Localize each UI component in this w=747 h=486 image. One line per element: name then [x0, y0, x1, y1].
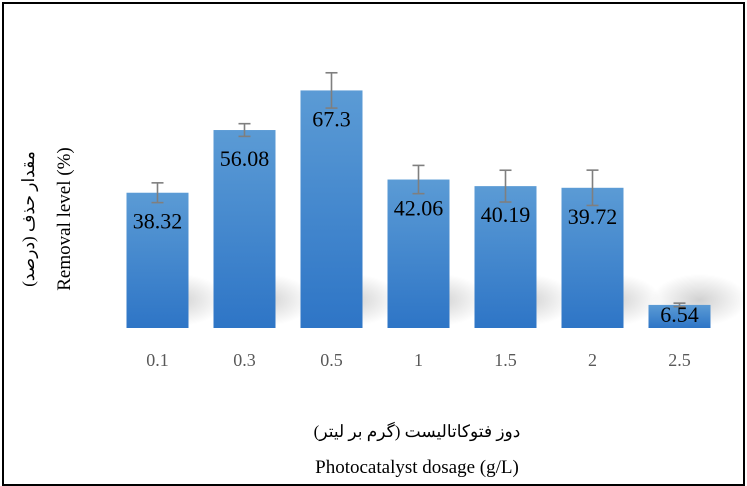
bar-0.5	[300, 90, 363, 328]
error-bar-1.5	[499, 169, 512, 203]
bar-1	[387, 179, 450, 328]
data-label-0.1: 38.32	[133, 209, 183, 234]
bar-1.5	[474, 186, 537, 328]
x-tick-label-0.1: 0.1	[146, 350, 169, 370]
y-axis-title-persian: مقدار حذف (درصد)	[19, 151, 39, 287]
data-label-0.3: 56.08	[220, 146, 270, 171]
data-label-1.5: 40.19	[481, 202, 531, 227]
x-tick-label-2: 2	[588, 350, 597, 370]
x-axis-title: Photocatalyst dosage (g/L)	[315, 457, 519, 478]
data-label-1: 42.06	[394, 196, 444, 221]
y-axis-title: Removal level (%)	[54, 147, 75, 291]
data-label-2.5: 6.54	[660, 302, 699, 327]
bar-chart: 38.32 56.08 67.3 42.06 40.19 39.72 6.54 0.1 0.3…	[19, 71, 743, 478]
x-tick-label-2.5: 2.5	[668, 350, 691, 370]
bar-2	[561, 187, 624, 328]
x-tick-label-0.3: 0.3	[233, 350, 256, 370]
data-label-0.5: 67.3	[312, 106, 351, 131]
error-bar-1	[412, 164, 425, 195]
bar-0.1	[126, 192, 189, 328]
error-bar-0.3	[238, 122, 251, 138]
data-label-2: 39.72	[568, 204, 618, 229]
x-tick-labels: 0.1 0.3 0.5 1 1.5 2 2.5	[146, 350, 691, 370]
error-bars-layer	[151, 71, 686, 308]
x-tick-label-0.5: 0.5	[320, 350, 343, 370]
x-axis-title-persian: دوز فتوکاتالیست (گرم بر لیتر)	[314, 421, 521, 442]
x-tick-label-1.5: 1.5	[494, 350, 517, 370]
error-bar-2	[586, 169, 599, 207]
data-labels-layer: 38.32 56.08 67.3 42.06 40.19 39.72 6.54	[133, 106, 699, 326]
bar-0.3	[213, 130, 276, 328]
error-bar-0.5	[325, 71, 338, 109]
x-tick-label-1: 1	[414, 350, 423, 370]
bars-layer	[126, 90, 711, 328]
error-bar-2.5	[673, 302, 686, 308]
bar-2.5	[648, 304, 711, 328]
error-bar-0.1	[151, 182, 164, 204]
